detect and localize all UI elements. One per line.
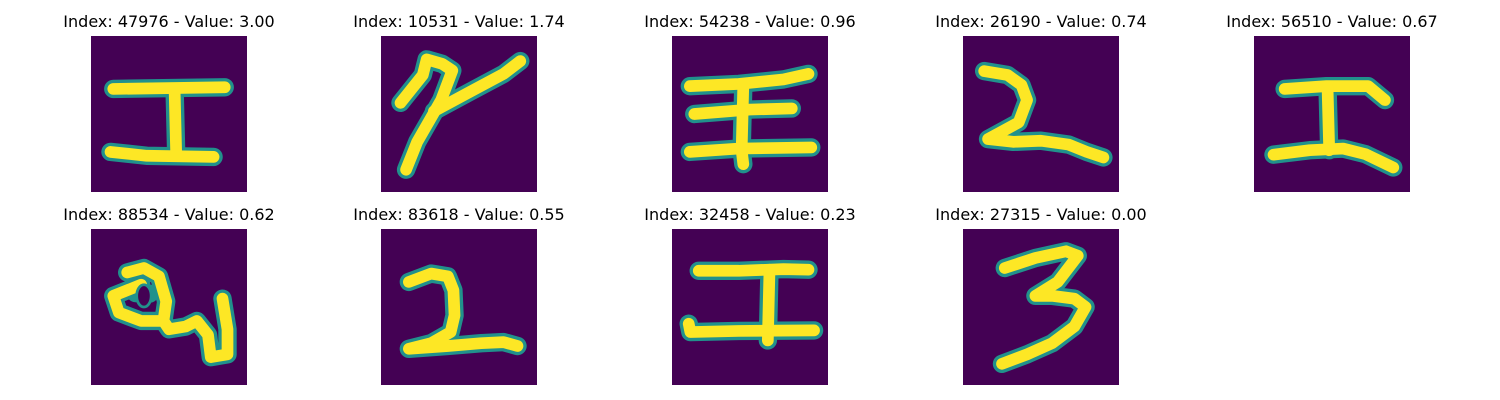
handwritten-glyph-image (381, 229, 537, 385)
image-panel-3: Index: 54238 - Value: 0.96 (644, 0, 912, 192)
panel-title: Index: 32458 - Value: 0.23 (644, 205, 856, 224)
image-panel-9: Index: 27315 - Value: 0.00 (935, 193, 1203, 385)
handwritten-glyph-image (963, 229, 1119, 385)
handwritten-glyph-image (1254, 36, 1410, 192)
panel-title: Index: 27315 - Value: 0.00 (935, 205, 1147, 224)
panel-title: Index: 10531 - Value: 1.74 (353, 12, 565, 31)
panel-title: Index: 56510 - Value: 0.67 (1226, 12, 1438, 31)
handwritten-glyph-image (91, 229, 247, 385)
handwritten-glyph-image (381, 36, 537, 192)
handwritten-glyph-image (672, 229, 828, 385)
image-panel-7: Index: 83618 - Value: 0.55 (353, 193, 621, 385)
image-panel-6: Index: 88534 - Value: 0.62 (63, 193, 331, 385)
image-panel-1: Index: 47976 - Value: 3.00 (63, 0, 331, 192)
image-panel-4: Index: 26190 - Value: 0.74 (935, 0, 1203, 192)
handwritten-glyph-image (963, 36, 1119, 192)
image-panel-2: Index: 10531 - Value: 1.74 (353, 0, 621, 192)
handwritten-glyph-image (672, 36, 828, 192)
image-panel-5: Index: 56510 - Value: 0.67 (1226, 0, 1494, 192)
handwritten-glyph-image (91, 36, 247, 192)
panel-title: Index: 54238 - Value: 0.96 (644, 12, 856, 31)
image-panel-8: Index: 32458 - Value: 0.23 (644, 193, 912, 385)
panel-title: Index: 88534 - Value: 0.62 (63, 205, 275, 224)
panel-title: Index: 26190 - Value: 0.74 (935, 12, 1147, 31)
panel-title: Index: 83618 - Value: 0.55 (353, 205, 565, 224)
panel-title: Index: 47976 - Value: 3.00 (63, 12, 275, 31)
